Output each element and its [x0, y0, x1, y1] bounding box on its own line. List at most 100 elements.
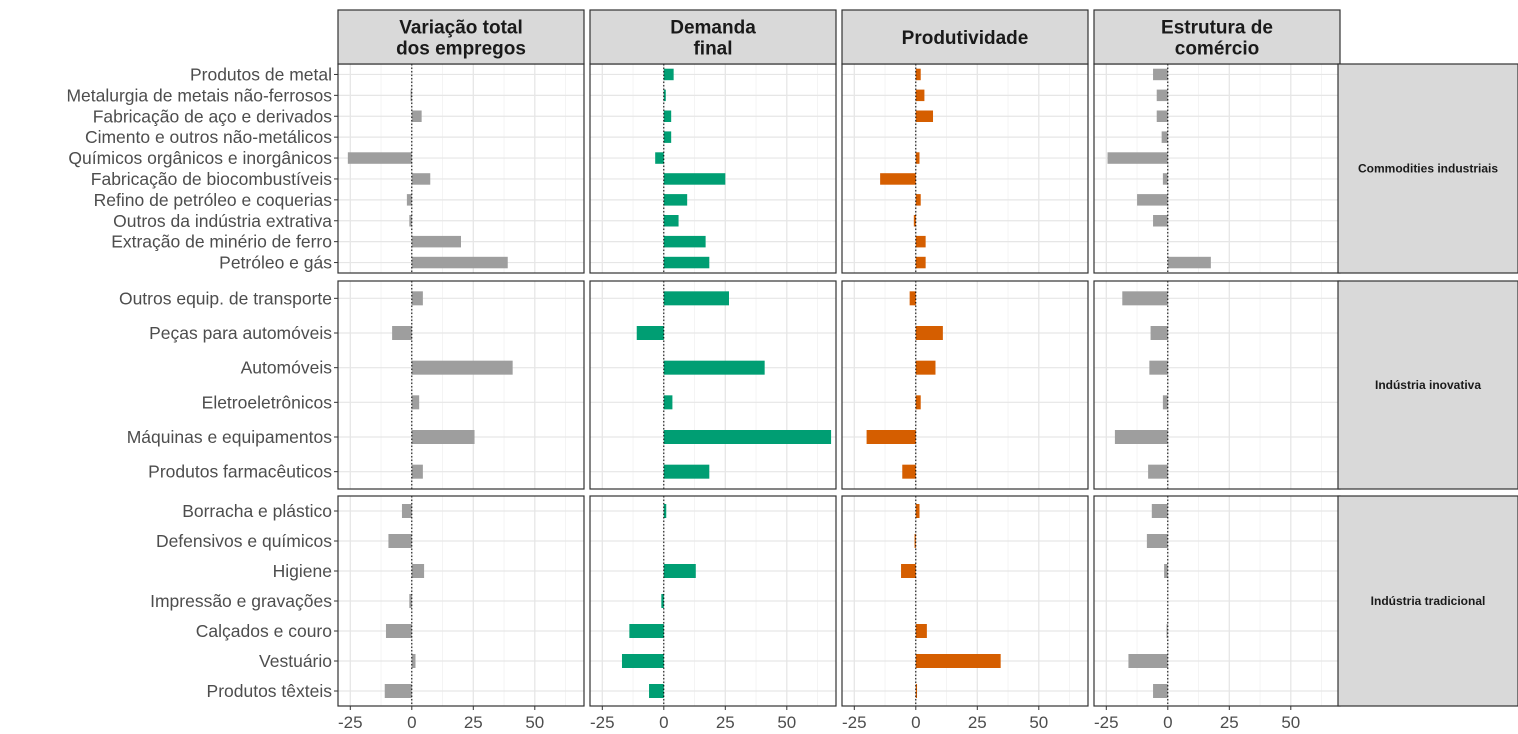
bar — [915, 235, 926, 248]
grid-layer — [338, 64, 1340, 706]
category-label: Calçados e couro — [196, 621, 332, 641]
bar — [384, 684, 412, 698]
bar — [1150, 326, 1168, 340]
bar — [1167, 256, 1211, 269]
x-tick-label: -25 — [1094, 713, 1119, 732]
bar — [1156, 89, 1168, 102]
panel-frame — [589, 280, 837, 490]
category-label: Peças para automóveis — [149, 323, 332, 343]
bar — [663, 89, 666, 102]
bar — [880, 173, 916, 185]
bar — [866, 430, 916, 444]
bar — [411, 654, 416, 668]
x-tick-label: 50 — [1029, 713, 1048, 732]
column-strip-label: Produtividade — [902, 28, 1029, 49]
bar — [410, 89, 412, 102]
bar — [913, 215, 916, 227]
bar — [909, 291, 916, 306]
bar — [915, 194, 921, 206]
category-label: Produtos de metal — [190, 64, 332, 84]
bar — [663, 564, 696, 578]
bar — [663, 110, 672, 122]
category-label: Outros equip. de transporte — [119, 288, 332, 308]
bar — [411, 395, 420, 410]
bar — [915, 654, 1001, 668]
column-strip-total — [337, 9, 585, 65]
category-label: Vestuário — [259, 651, 332, 671]
column-strip-produtividade — [841, 9, 1089, 65]
bar — [347, 152, 412, 164]
x-tick-label: 50 — [525, 713, 544, 732]
category-label: Cimento e outros não-metálicos — [85, 127, 332, 147]
bar — [411, 256, 508, 269]
bar — [915, 89, 925, 102]
bar — [649, 684, 664, 698]
panel-frame — [337, 280, 585, 490]
bar — [663, 291, 729, 306]
category-label: Petróleo e gás — [219, 253, 332, 273]
category-label: Eletroeletrônicos — [202, 392, 333, 412]
category-label: Borracha e plástico — [182, 501, 332, 521]
bar — [663, 256, 710, 269]
bar — [1122, 291, 1168, 306]
panel-frame — [1093, 280, 1341, 490]
bar — [663, 464, 710, 479]
x-tick-label: 0 — [1163, 713, 1172, 732]
bar — [663, 504, 667, 518]
category-label: Máquinas e equipamentos — [127, 427, 333, 447]
x-tick-label: 0 — [911, 713, 920, 732]
category-label: Automóveis — [241, 358, 333, 378]
bar — [411, 564, 425, 578]
bar — [915, 684, 918, 698]
row-strip-label: Indústria tradicional — [1371, 594, 1486, 608]
category-label: Outros da indústria extrativa — [113, 211, 332, 231]
bar — [1166, 624, 1168, 638]
column-strip-label: Estrutura de — [1161, 18, 1273, 39]
bar — [636, 326, 664, 340]
bar — [915, 326, 943, 340]
bar — [411, 291, 423, 306]
x-tick-label: -25 — [842, 713, 867, 732]
bar — [1114, 430, 1168, 444]
bar — [901, 564, 916, 578]
x-tick-label: 25 — [716, 713, 735, 732]
row-strip — [1337, 280, 1518, 490]
bar — [411, 110, 422, 122]
x-tick-label: 50 — [777, 713, 796, 732]
bar — [915, 624, 927, 638]
bar — [1162, 173, 1168, 185]
bar — [661, 594, 664, 608]
category-label: Fabricação de aço e derivados — [93, 106, 333, 126]
x-tick-label: 50 — [1281, 713, 1300, 732]
panel-frame — [841, 495, 1089, 707]
bar — [409, 215, 412, 227]
bar — [629, 624, 664, 638]
column-strip-comercio — [1093, 9, 1341, 65]
bar — [663, 215, 679, 227]
x-tick-label: 25 — [1220, 713, 1239, 732]
x-tick-label: 25 — [464, 713, 483, 732]
bar — [411, 430, 475, 444]
x-tick-label: 0 — [659, 713, 668, 732]
bar — [388, 534, 412, 548]
category-label: Extração de minério de ferro — [111, 232, 332, 252]
bar — [915, 360, 936, 375]
bar — [1156, 110, 1168, 122]
bar — [915, 504, 920, 518]
bar — [914, 534, 916, 548]
row-strip — [1337, 495, 1518, 707]
x-tick-label: -25 — [590, 713, 615, 732]
category-label: Defensivos e químicos — [156, 531, 332, 551]
column-strip-label: comércio — [1175, 39, 1259, 60]
frames-layer — [337, 63, 1341, 707]
category-label: Metalurgia de metais não-ferrosos — [66, 85, 332, 105]
bar — [1161, 131, 1168, 143]
category-label: Produtos têxteis — [207, 681, 333, 701]
bar — [621, 654, 664, 668]
bar — [406, 194, 412, 206]
bar — [1153, 215, 1168, 227]
bar — [1128, 654, 1168, 668]
